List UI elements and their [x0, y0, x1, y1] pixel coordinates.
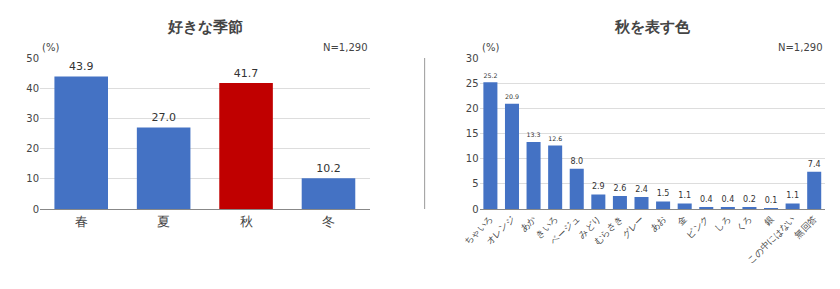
svg-text:無回答: 無回答 [793, 214, 819, 240]
svg-text:みどり: みどり [577, 214, 603, 240]
svg-text:秋を表す色: 秋を表す色 [614, 18, 691, 36]
svg-text:25: 25 [466, 78, 479, 89]
svg-text:0.4: 0.4 [721, 195, 734, 204]
svg-text:この中にはない: この中にはない [746, 214, 798, 266]
svg-text:13.3: 13.3 [527, 131, 541, 138]
svg-text:しろ: しろ [713, 214, 733, 234]
svg-text:43.9: 43.9 [69, 60, 94, 73]
svg-text:(%): (%) [42, 42, 59, 53]
svg-text:1.1: 1.1 [786, 191, 799, 200]
svg-text:5: 5 [472, 178, 478, 189]
svg-text:ちゃいろ: ちゃいろ [462, 214, 495, 247]
svg-text:10: 10 [466, 153, 479, 164]
svg-text:0.4: 0.4 [700, 195, 713, 204]
svg-text:銀: 銀 [762, 214, 775, 227]
svg-text:12.6: 12.6 [548, 135, 562, 142]
svg-text:30: 30 [26, 113, 39, 124]
svg-text:ベージュ: ベージュ [549, 214, 582, 247]
svg-text:50: 50 [26, 53, 39, 64]
svg-text:ピンク: ピンク [685, 214, 711, 240]
svg-text:0.2: 0.2 [743, 195, 756, 204]
svg-text:7.4: 7.4 [808, 160, 821, 169]
svg-text:1.1: 1.1 [678, 191, 691, 200]
svg-text:金: 金 [676, 214, 689, 227]
svg-text:30: 30 [466, 53, 479, 64]
svg-text:オレンジ: オレンジ [484, 214, 517, 247]
svg-text:0: 0 [472, 204, 478, 215]
svg-text:むらさき: むらさき [592, 214, 625, 247]
svg-text:20.9: 20.9 [505, 93, 519, 100]
svg-text:夏: 夏 [157, 214, 170, 229]
svg-text:20: 20 [26, 143, 39, 154]
svg-text:27.0: 27.0 [151, 111, 176, 124]
svg-text:あか: あか [518, 214, 538, 234]
svg-text:冬: 冬 [322, 214, 335, 229]
svg-text:グレー: グレー [620, 214, 646, 240]
svg-text:好きな季節: 好きな季節 [167, 18, 243, 36]
svg-text:(%): (%) [482, 42, 499, 53]
svg-text:あお: あお [648, 214, 668, 234]
svg-text:きいろ: きいろ [534, 214, 560, 240]
svg-text:40: 40 [26, 83, 39, 94]
svg-text:2.4: 2.4 [635, 185, 648, 194]
svg-text:秋: 秋 [240, 214, 253, 229]
svg-text:くろ: くろ [734, 214, 754, 234]
svg-text:15: 15 [466, 128, 479, 139]
svg-text:0.1: 0.1 [765, 196, 778, 205]
svg-text:N=1,290: N=1,290 [778, 42, 823, 53]
svg-text:0: 0 [33, 204, 39, 215]
svg-text:10: 10 [26, 173, 39, 184]
svg-text:1.5: 1.5 [657, 189, 670, 198]
svg-text:20: 20 [466, 103, 479, 114]
svg-text:春: 春 [75, 214, 88, 229]
svg-text:25.2: 25.2 [483, 72, 497, 79]
svg-text:8.0: 8.0 [570, 157, 583, 166]
svg-text:10.2: 10.2 [316, 162, 341, 175]
svg-text:N=1,290: N=1,290 [323, 42, 368, 53]
svg-text:2.9: 2.9 [592, 182, 605, 191]
svg-text:41.7: 41.7 [234, 67, 259, 80]
svg-text:2.6: 2.6 [614, 184, 627, 193]
